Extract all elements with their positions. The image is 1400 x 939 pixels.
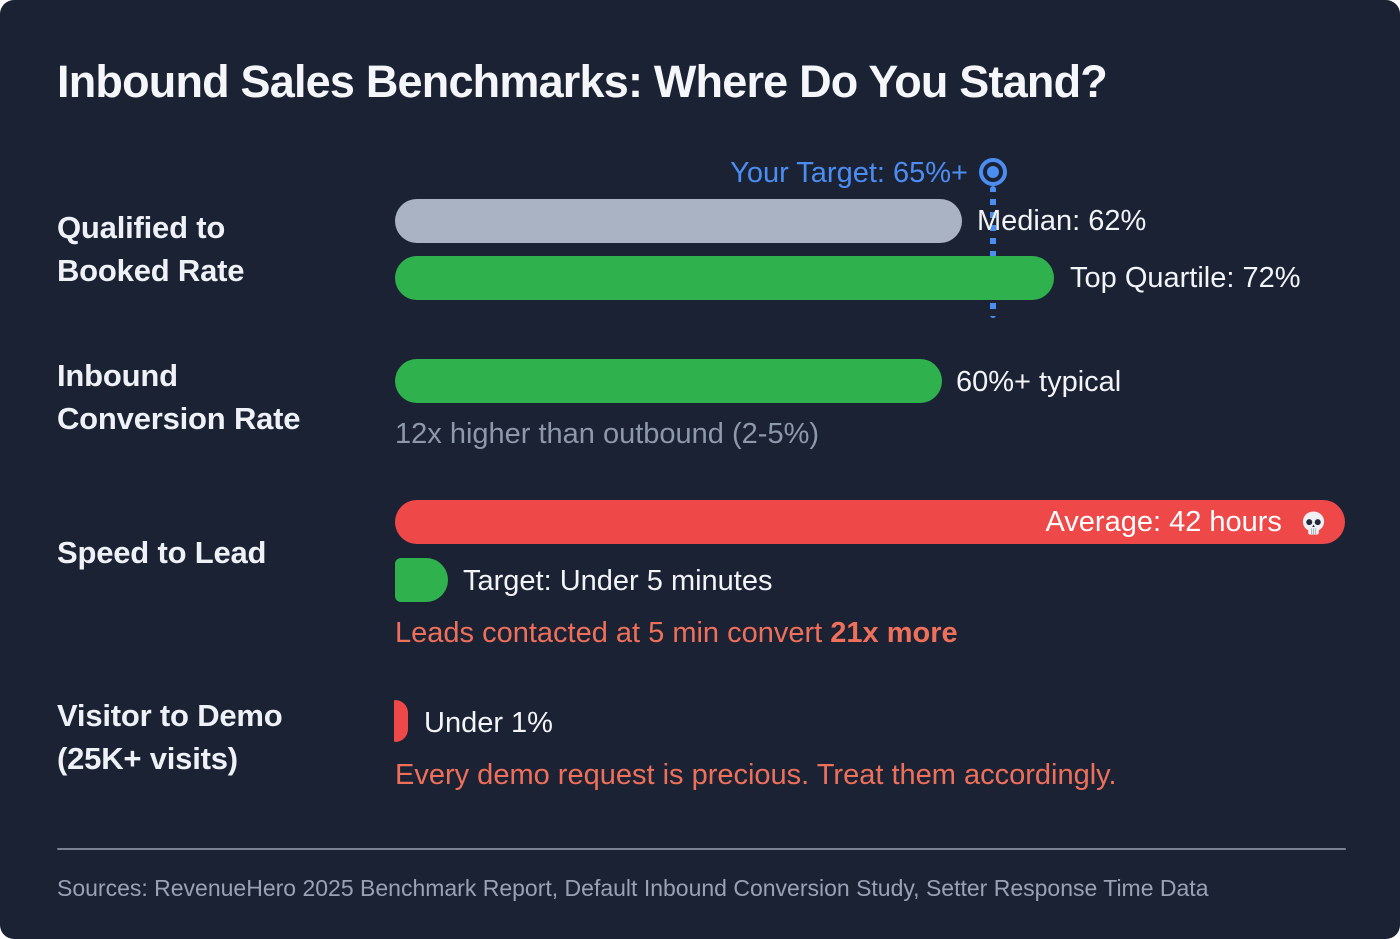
row-label-qualified-to-booked: Qualified to Booked Rate [57,206,244,292]
sources-text: Sources: RevenueHero 2025 Benchmark Repo… [57,875,1209,901]
row-label-line: Qualified to [57,210,226,245]
target-response-bar [395,558,448,602]
target-marker-icon [979,158,1007,186]
your-target-label: Your Target: 65%+ [730,157,968,189]
row-label-line: Inbound [57,358,178,393]
row-label-inbound-conversion: Inbound Conversion Rate [57,354,301,440]
conversion-note: 12x higher than outbound (2-5%) [395,418,820,450]
footer-divider [57,848,1346,850]
speed-note: Leads contacted at 5 min convert 21x mor… [395,618,958,648]
row-label-speed-to-lead: Speed to Lead [57,535,267,570]
row-label-line: Conversion Rate [57,401,301,436]
row-label-line: Booked Rate [57,253,245,288]
target-dotted-line [990,186,996,318]
average-response-text: Average: 42 hours [1045,506,1282,538]
median-bar [395,199,962,243]
speed-note-bold: 21x more [830,617,958,649]
page-title: Inbound Sales Benchmarks: Where Do You S… [57,56,1108,107]
conversion-rate-bar [395,359,942,403]
target-marker-dot [987,166,999,178]
median-value-label: Median: 62% [977,205,1147,237]
conversion-value-label: 60%+ typical [956,366,1122,398]
row-label-line: Visitor to Demo [57,698,283,733]
top-quartile-value-label: Top Quartile: 72% [1070,262,1301,294]
visitor-demo-note: Every demo request is precious. Treat th… [395,759,1117,791]
speed-note-text: Leads contacted at 5 min convert [395,617,831,649]
average-response-label: Average: 42 hours [395,500,1345,544]
row-label-line: (25K+ visits) [57,741,238,776]
visitor-demo-label: Under 1% [424,707,553,739]
row-label-visitor-to-demo: Visitor to Demo (25K+ visits) [57,694,283,780]
target-response-label: Target: Under 5 minutes [463,565,773,597]
skull-emoji-icon [1302,511,1325,535]
average-response-bar [395,500,1345,544]
visitor-demo-bar [394,700,408,742]
top-quartile-bar [395,256,1054,300]
